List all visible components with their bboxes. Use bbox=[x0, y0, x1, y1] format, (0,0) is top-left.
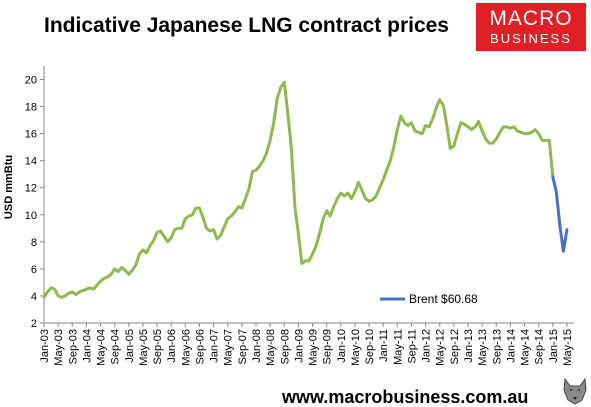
y-tick-label: 8 bbox=[31, 237, 37, 249]
x-tick-label: Jan-07 bbox=[209, 329, 221, 363]
x-tick-label: Sep-04 bbox=[110, 329, 122, 364]
footer-url[interactable]: www.macrobusiness.com.au bbox=[282, 387, 529, 407]
y-tick-label: 12 bbox=[25, 183, 37, 195]
series-layer bbox=[42, 80, 569, 299]
x-tick-label: May-13 bbox=[477, 329, 489, 366]
legend: Brent $60.68 bbox=[380, 292, 478, 306]
y-tick-label: 16 bbox=[25, 129, 37, 141]
series-line-brent bbox=[551, 175, 569, 253]
x-tick-label: Jan-10 bbox=[336, 329, 348, 363]
chart-title: Indicative Japanese LNG contract prices bbox=[44, 14, 449, 37]
x-tick-label: May-14 bbox=[520, 329, 532, 366]
x-tick-label: Jan-12 bbox=[421, 329, 433, 363]
x-tick-label: May-15 bbox=[562, 329, 574, 366]
y-tick-label: 14 bbox=[25, 156, 37, 168]
y-tick-label: 20 bbox=[25, 75, 37, 87]
macrobusiness-logo: MACRO BUSINESS bbox=[476, 3, 586, 51]
x-tick-label: Sep-10 bbox=[364, 329, 376, 364]
x-tick-label: May-03 bbox=[53, 329, 65, 366]
y-axis-label: USD mmBtu bbox=[3, 155, 15, 219]
x-tick-label: Sep-06 bbox=[194, 329, 206, 364]
x-tick-label: Sep-03 bbox=[67, 329, 79, 364]
x-tick-label: Jan-13 bbox=[463, 329, 475, 363]
y-tick-label: 2 bbox=[31, 318, 37, 330]
x-tick-label: May-07 bbox=[223, 329, 235, 366]
x-tick-label: Sep-12 bbox=[449, 329, 461, 364]
x-tick-label: Sep-08 bbox=[279, 329, 291, 364]
x-tick-label: Sep-05 bbox=[152, 329, 164, 364]
y-tick-label: 4 bbox=[31, 291, 37, 303]
x-tick-label: Sep-09 bbox=[322, 329, 334, 364]
y-axis: 2 4 6 8 10 12 14 16 18 20 bbox=[25, 66, 45, 330]
legend-label-brent: Brent $60.68 bbox=[409, 292, 478, 306]
x-tick-label: Jan-04 bbox=[81, 329, 93, 363]
x-tick-label: Jan-14 bbox=[505, 329, 517, 363]
x-tick-label: May-11 bbox=[392, 329, 404, 365]
x-tick-label: Sep-13 bbox=[491, 329, 503, 364]
y-tick-label: 6 bbox=[31, 264, 37, 276]
x-tick-label: May-09 bbox=[308, 329, 320, 366]
x-tick-label: Jan-15 bbox=[548, 329, 560, 363]
y-tick-label: 18 bbox=[25, 102, 37, 114]
series-line-lng bbox=[42, 80, 555, 299]
x-axis: Jan-03 May-03 Sep-03 Jan-04 May-04 Sep-04 Jan-… bbox=[39, 322, 574, 366]
x-tick-label: May-05 bbox=[138, 329, 150, 366]
x-tick-label: Jan-11 bbox=[378, 329, 390, 362]
x-tick-label: Sep-07 bbox=[237, 329, 249, 364]
x-tick-label: Sep-11 bbox=[406, 329, 418, 364]
x-tick-label: Jan-09 bbox=[293, 329, 305, 363]
x-tick-label: May-06 bbox=[180, 329, 192, 366]
x-tick-label: Jan-08 bbox=[251, 329, 263, 363]
x-tick-label: May-10 bbox=[350, 329, 362, 366]
x-tick-label: May-12 bbox=[435, 329, 447, 366]
logo-line-2: BUSINESS bbox=[490, 31, 572, 46]
y-tick-label: 10 bbox=[25, 210, 37, 222]
x-tick-label: Jan-06 bbox=[166, 329, 178, 363]
logo-line-1: MACRO bbox=[489, 7, 573, 30]
x-tick-label: Jan-05 bbox=[124, 329, 136, 363]
x-tick-label: May-08 bbox=[265, 329, 277, 366]
x-tick-label: May-04 bbox=[96, 329, 108, 366]
x-tick-label: Jan-03 bbox=[39, 329, 51, 363]
x-tick-label: Sep-14 bbox=[534, 329, 546, 364]
wolf-icon bbox=[563, 378, 587, 405]
